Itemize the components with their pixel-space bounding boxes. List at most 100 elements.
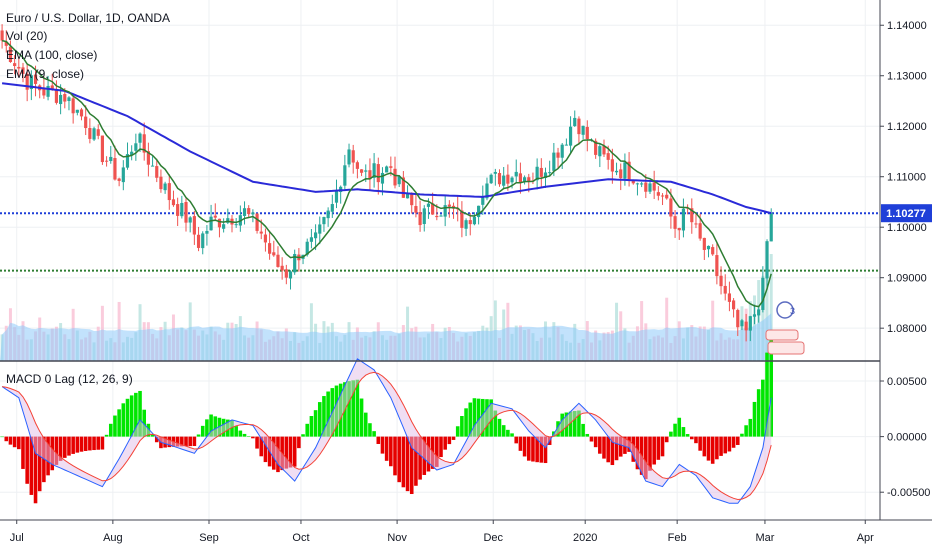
candle-up[interactable]	[121, 167, 125, 183]
candle-down[interactable]	[54, 90, 59, 103]
candle-down[interactable]	[88, 127, 92, 139]
candle-up[interactable]	[748, 316, 752, 331]
candle-up[interactable]	[581, 125, 585, 135]
candle-down[interactable]	[431, 203, 435, 215]
price-axis[interactable]: 1.14000 1.13000 1.12000 1.11000 1.10000 1.090…	[880, 20, 927, 335]
candle-up[interactable]	[485, 183, 489, 199]
flag-badge-icon[interactable]	[767, 341, 805, 355]
candle-up[interactable]	[385, 166, 389, 173]
candle-up[interactable]	[188, 217, 192, 223]
candle-down[interactable]	[272, 252, 276, 256]
candle-down[interactable]	[146, 151, 150, 165]
candle-up[interactable]	[477, 205, 481, 218]
candle-up[interactable]	[322, 217, 326, 225]
candle-up[interactable]	[125, 154, 130, 168]
candle-down[interactable]	[113, 158, 117, 180]
candle-down[interactable]	[167, 183, 171, 201]
candle-up[interactable]	[426, 203, 431, 207]
candle-down[interactable]	[79, 109, 84, 117]
candle-up[interactable]	[222, 224, 226, 229]
candle-down[interactable]	[631, 180, 635, 184]
candle-down[interactable]	[401, 177, 405, 198]
candle-down[interactable]	[468, 220, 472, 225]
candle-up[interactable]	[293, 254, 297, 273]
candle-up[interactable]	[761, 277, 765, 310]
candle-up[interactable]	[242, 208, 247, 216]
candle-up[interactable]	[205, 230, 209, 234]
candle-down[interactable]	[435, 215, 439, 218]
candle-down[interactable]	[196, 234, 201, 248]
candle-down[interactable]	[660, 195, 665, 197]
candle-up[interactable]	[623, 162, 627, 179]
candle-up[interactable]	[330, 204, 334, 212]
candle-up[interactable]	[481, 196, 485, 205]
candle-up[interactable]	[493, 171, 497, 174]
candle-up[interactable]	[740, 320, 744, 327]
candle-up[interactable]	[443, 205, 447, 217]
candle-down[interactable]	[63, 94, 67, 102]
candle-down[interactable]	[414, 206, 418, 213]
flag-badge-icon[interactable]	[765, 329, 799, 341]
candle-down[interactable]	[677, 227, 681, 231]
candle-up[interactable]	[640, 183, 644, 185]
candle-up[interactable]	[648, 183, 652, 192]
candle-down[interactable]	[732, 300, 736, 310]
candle-down[interactable]	[42, 88, 46, 96]
candle-up[interactable]	[180, 203, 184, 217]
candle-up[interactable]	[29, 75, 33, 90]
candle-down[interactable]	[527, 177, 531, 182]
candle-up[interactable]	[564, 144, 568, 146]
candle-down[interactable]	[644, 182, 648, 192]
candle-down[interactable]	[50, 85, 54, 90]
candle-down[interactable]	[652, 182, 656, 191]
candle-up[interactable]	[138, 133, 142, 143]
candle-up[interactable]	[305, 241, 309, 255]
candle-down[interactable]	[518, 173, 522, 183]
candle-down[interactable]	[418, 212, 422, 226]
candle-up[interactable]	[769, 213, 773, 242]
candle-down[interactable]	[690, 208, 694, 223]
candle-down[interactable]	[711, 247, 715, 255]
candle-up[interactable]	[489, 174, 493, 184]
candle-down[interactable]	[669, 198, 673, 217]
candle-up[interactable]	[614, 170, 619, 173]
candle-up[interactable]	[380, 172, 385, 184]
candle-up[interactable]	[502, 175, 506, 186]
candle-up[interactable]	[364, 170, 368, 172]
indicator-ema100[interactable]: EMA (100, close)	[6, 48, 97, 62]
candle-down[interactable]	[719, 275, 723, 287]
candle-down[interactable]	[539, 167, 543, 177]
candle-up[interactable]	[543, 172, 548, 178]
macd-title[interactable]: MACD 0 Lag (12, 26, 9)	[6, 372, 133, 386]
candle-down[interactable]	[176, 204, 180, 216]
candle-down[interactable]	[21, 67, 25, 74]
time-axis[interactable]: Jul Aug Sep Oct Nov Dec 2020 Feb Mar Apr	[10, 520, 874, 544]
candle-up[interactable]	[67, 97, 71, 102]
candle-down[interactable]	[673, 216, 677, 229]
candle-up[interactable]	[109, 156, 113, 162]
candle-down[interactable]	[171, 199, 176, 206]
indicator-volume[interactable]: Vol (20)	[6, 29, 47, 43]
candle-down[interactable]	[71, 98, 75, 114]
candle-down[interactable]	[284, 269, 288, 278]
candle-up[interactable]	[150, 165, 155, 167]
candle-down[interactable]	[0, 30, 4, 41]
candle-down[interactable]	[736, 310, 740, 328]
candle-up[interactable]	[134, 143, 138, 151]
candle-up[interactable]	[405, 194, 410, 199]
candle-down[interactable]	[84, 116, 88, 129]
candle-up[interactable]	[472, 216, 477, 225]
candle-down[interactable]	[213, 215, 217, 218]
candle-down[interactable]	[506, 174, 510, 184]
candle-down[interactable]	[627, 161, 631, 181]
candle-up[interactable]	[397, 176, 401, 185]
candle-up[interactable]	[706, 245, 711, 250]
candle-up[interactable]	[130, 151, 134, 156]
candle-up[interactable]	[309, 237, 313, 242]
candle-down[interactable]	[619, 169, 623, 179]
candle-up[interactable]	[75, 109, 79, 113]
candle-down[interactable]	[460, 210, 464, 228]
symbol-title[interactable]: Euro / U.S. Dollar, 1D, OANDA	[6, 11, 170, 25]
candle-up[interactable]	[514, 171, 518, 177]
